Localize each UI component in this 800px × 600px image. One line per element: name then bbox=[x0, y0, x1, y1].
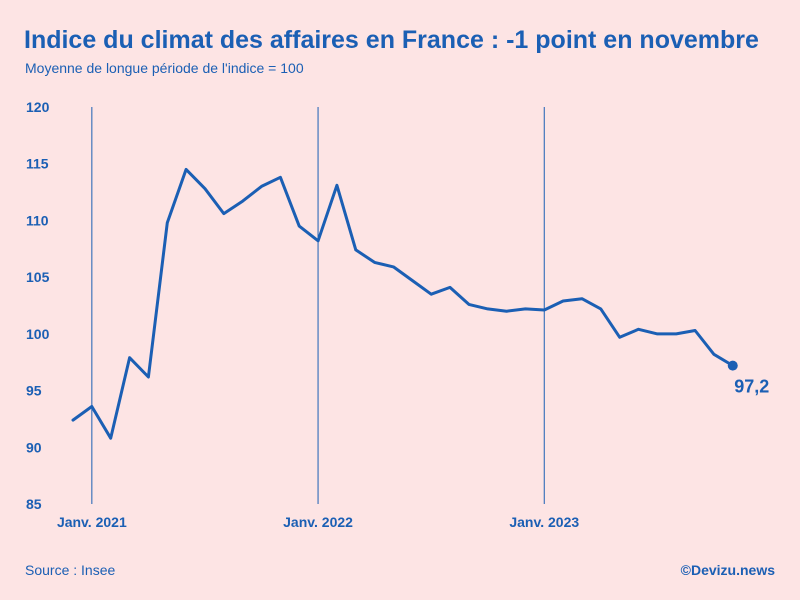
y-tick-label: 115 bbox=[26, 156, 49, 172]
y-tick-label: 85 bbox=[26, 496, 42, 512]
x-tick-label: Janv. 2022 bbox=[283, 514, 353, 530]
chart-title: Indice du climat des affaires en France … bbox=[24, 26, 759, 54]
y-tick-label: 100 bbox=[26, 326, 50, 342]
last-value-marker bbox=[727, 360, 738, 371]
chart-subtitle: Moyenne de longue période de l'indice = … bbox=[25, 60, 304, 76]
y-tick-label: 95 bbox=[26, 383, 42, 399]
y-tick-label: 90 bbox=[26, 439, 42, 455]
x-tick-label: Janv. 2021 bbox=[57, 514, 127, 530]
x-tick-label: Janv. 2023 bbox=[509, 514, 579, 530]
y-tick-label: 120 bbox=[26, 99, 50, 115]
credit-note: ©Devizu.news bbox=[680, 562, 775, 578]
y-tick-label: 105 bbox=[26, 269, 50, 285]
source-note: Source : Insee bbox=[25, 562, 116, 578]
y-tick-label: 110 bbox=[26, 212, 49, 228]
index-series-line bbox=[71, 167, 735, 440]
last-value-label: 97,2 bbox=[734, 377, 769, 397]
